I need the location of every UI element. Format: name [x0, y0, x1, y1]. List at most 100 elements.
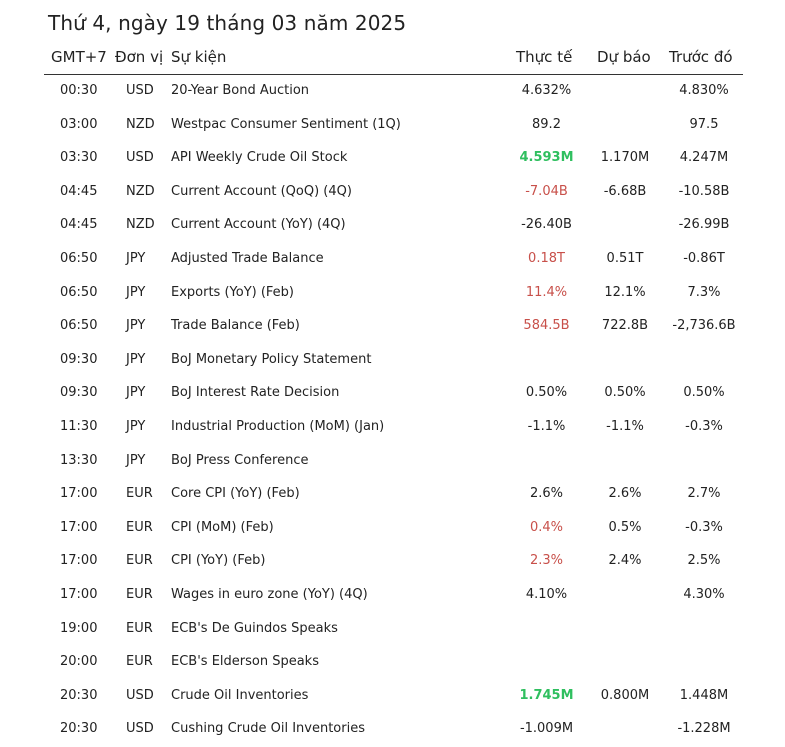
- row-forecast: 1.170M: [600, 150, 650, 166]
- header-actual: Thực tế: [516, 48, 573, 66]
- row-forecast: -6.68B: [603, 183, 647, 199]
- row-time: 20:30: [60, 687, 98, 703]
- header-time: GMT+7: [51, 48, 107, 66]
- row-currency: EUR: [126, 654, 153, 670]
- row-time: 03:00: [60, 116, 98, 132]
- row-previous: -0.3%: [685, 519, 723, 535]
- row-currency: JPY: [126, 452, 146, 468]
- row-previous: 4.830%: [679, 83, 729, 98]
- row-time: 04:45: [60, 217, 98, 233]
- table-row[interactable]: 03:30 USD API Weekly Crude Oil Stock 4.593M…: [44, 142, 743, 176]
- row-currency: NZD: [126, 116, 155, 132]
- table-row[interactable]: 00:30 USD 20-Year Bond Auction 4.632% 4.830%: [44, 75, 743, 109]
- row-event: CPI (MoM) (Feb): [171, 519, 274, 535]
- row-event: ECB's De Guindos Speaks: [171, 620, 338, 636]
- header-previous: Trước đó: [669, 48, 733, 66]
- table-row[interactable]: 17:00 EUR Wages in euro zone (YoY) (4Q) 4.1…: [44, 579, 743, 613]
- row-currency: EUR: [126, 586, 153, 602]
- row-actual: 0.18T: [528, 250, 565, 266]
- row-currency: JPY: [126, 418, 146, 434]
- row-previous: 7.3%: [687, 284, 721, 300]
- table-row[interactable]: 06:50 JPY Adjusted Trade Balance 0.18T 0.51T…: [44, 243, 743, 277]
- table-row[interactable]: 03:00 NZD Westpac Consumer Sentiment (1Q) 8…: [44, 109, 743, 143]
- calendar-table-body: 00:30 USD 20-Year Bond Auction 4.632% 4.830%…: [44, 75, 743, 747]
- row-actual: 0.50%: [525, 385, 568, 401]
- row-currency: JPY: [126, 284, 146, 300]
- table-row[interactable]: 20:30 USD Crude Oil Inventories 1.745M 0.800…: [44, 680, 743, 714]
- table-row[interactable]: 19:00 EUR ECB's De Guindos Speaks: [44, 613, 743, 647]
- page-title: Thứ 4, ngày 19 tháng 03 năm 2025: [48, 11, 407, 35]
- row-previous: 2.5%: [687, 553, 721, 569]
- table-header: GMT+7 Đơn vị Sự kiện Thực tế Dự báo Trướ…: [44, 46, 743, 75]
- row-event: ECB's Elderson Speaks: [171, 654, 319, 670]
- row-time: 13:30: [60, 452, 98, 468]
- row-time: 00:30: [60, 83, 98, 98]
- row-forecast: -1.1%: [606, 418, 644, 434]
- row-currency: JPY: [126, 250, 146, 266]
- table-row[interactable]: 09:30 JPY BoJ Monetary Policy Statement: [44, 344, 743, 378]
- table-row[interactable]: 20:30 USD Cushing Crude Oil Inventories -1.…: [44, 713, 743, 747]
- row-time: 20:00: [60, 654, 98, 670]
- table-row[interactable]: 09:30 JPY BoJ Interest Rate Decision 0.50% 0…: [44, 377, 743, 411]
- row-event: BoJ Interest Rate Decision: [171, 385, 340, 401]
- table-row[interactable]: 13:30 JPY BoJ Press Conference: [44, 445, 743, 479]
- table-row[interactable]: 17:00 EUR CPI (MoM) (Feb) 0.4% 0.5% -0.3%: [44, 512, 743, 546]
- table-row[interactable]: 17:00 EUR CPI (YoY) (Feb) 2.3% 2.4% 2.5%: [44, 545, 743, 579]
- row-time: 17:00: [60, 486, 98, 502]
- row-event: Core CPI (YoY) (Feb): [171, 486, 300, 502]
- row-actual: -7.04B: [525, 183, 568, 199]
- row-time: 06:50: [60, 284, 98, 300]
- row-time: 09:30: [60, 351, 98, 367]
- row-previous: 2.7%: [687, 486, 721, 502]
- row-previous: -0.3%: [685, 418, 723, 434]
- row-event: API Weekly Crude Oil Stock: [171, 150, 348, 166]
- row-currency: EUR: [126, 553, 153, 569]
- row-time: 11:30: [60, 418, 98, 434]
- row-previous: -10.58B: [678, 183, 730, 199]
- row-currency: USD: [126, 721, 154, 737]
- row-time: 17:00: [60, 553, 98, 569]
- table-row[interactable]: 06:50 JPY Exports (YoY) (Feb) 11.4% 12.1% 7.3…: [44, 277, 743, 311]
- row-previous: 1.448M: [679, 687, 729, 703]
- row-time: 17:00: [60, 586, 98, 602]
- row-currency: JPY: [126, 318, 146, 334]
- table-row[interactable]: 04:45 NZD Current Account (QoQ) (4Q) -7.04B…: [44, 176, 743, 210]
- row-previous: -26.99B: [678, 217, 730, 233]
- row-actual: -26.40B: [521, 217, 572, 233]
- row-actual: -1.009M: [519, 721, 574, 737]
- row-previous: 4.30%: [683, 586, 725, 602]
- row-event: BoJ Press Conference: [171, 452, 309, 468]
- row-event: Adjusted Trade Balance: [171, 250, 324, 266]
- table-row[interactable]: 11:30 JPY Industrial Production (MoM) (Jan…: [44, 411, 743, 445]
- row-actual: 2.3%: [529, 553, 564, 569]
- row-event: BoJ Monetary Policy Statement: [171, 351, 372, 367]
- row-event: CPI (YoY) (Feb): [171, 553, 266, 569]
- row-event: Westpac Consumer Sentiment (1Q): [171, 116, 401, 132]
- row-time: 06:50: [60, 250, 98, 266]
- table-row[interactable]: 04:45 NZD Current Account (YoY) (4Q) -26.40…: [44, 209, 743, 243]
- row-previous: 97.5: [689, 116, 719, 132]
- row-event: Trade Balance (Feb): [171, 318, 300, 334]
- table-row[interactable]: 06:50 JPY Trade Balance (Feb) 584.5B 722.8B -…: [44, 310, 743, 344]
- row-actual: 2.6%: [529, 486, 564, 502]
- row-currency: EUR: [126, 519, 153, 535]
- row-actual: 4.593M: [519, 150, 574, 166]
- row-forecast: 0.5%: [608, 519, 642, 535]
- row-actual: 4.632%: [521, 83, 572, 98]
- row-currency: EUR: [126, 620, 153, 636]
- row-previous: -2,736.6B: [672, 318, 736, 334]
- row-currency: NZD: [126, 217, 155, 233]
- row-event: Crude Oil Inventories: [171, 687, 309, 703]
- row-currency: USD: [126, 83, 154, 98]
- row-previous: -1.228M: [677, 721, 731, 737]
- row-currency: USD: [126, 687, 154, 703]
- row-forecast: 0.50%: [604, 385, 646, 401]
- table-row[interactable]: 17:00 EUR Core CPI (YoY) (Feb) 2.6% 2.6% 2.7%: [44, 478, 743, 512]
- row-event: Industrial Production (MoM) (Jan): [171, 418, 385, 434]
- row-forecast: 2.6%: [608, 486, 642, 502]
- row-previous: 0.50%: [683, 385, 725, 401]
- row-time: 03:30: [60, 150, 98, 166]
- table-row[interactable]: 20:00 EUR ECB's Elderson Speaks: [44, 646, 743, 680]
- row-previous: -0.86T: [683, 250, 725, 266]
- row-event: Current Account (QoQ) (4Q): [171, 183, 352, 199]
